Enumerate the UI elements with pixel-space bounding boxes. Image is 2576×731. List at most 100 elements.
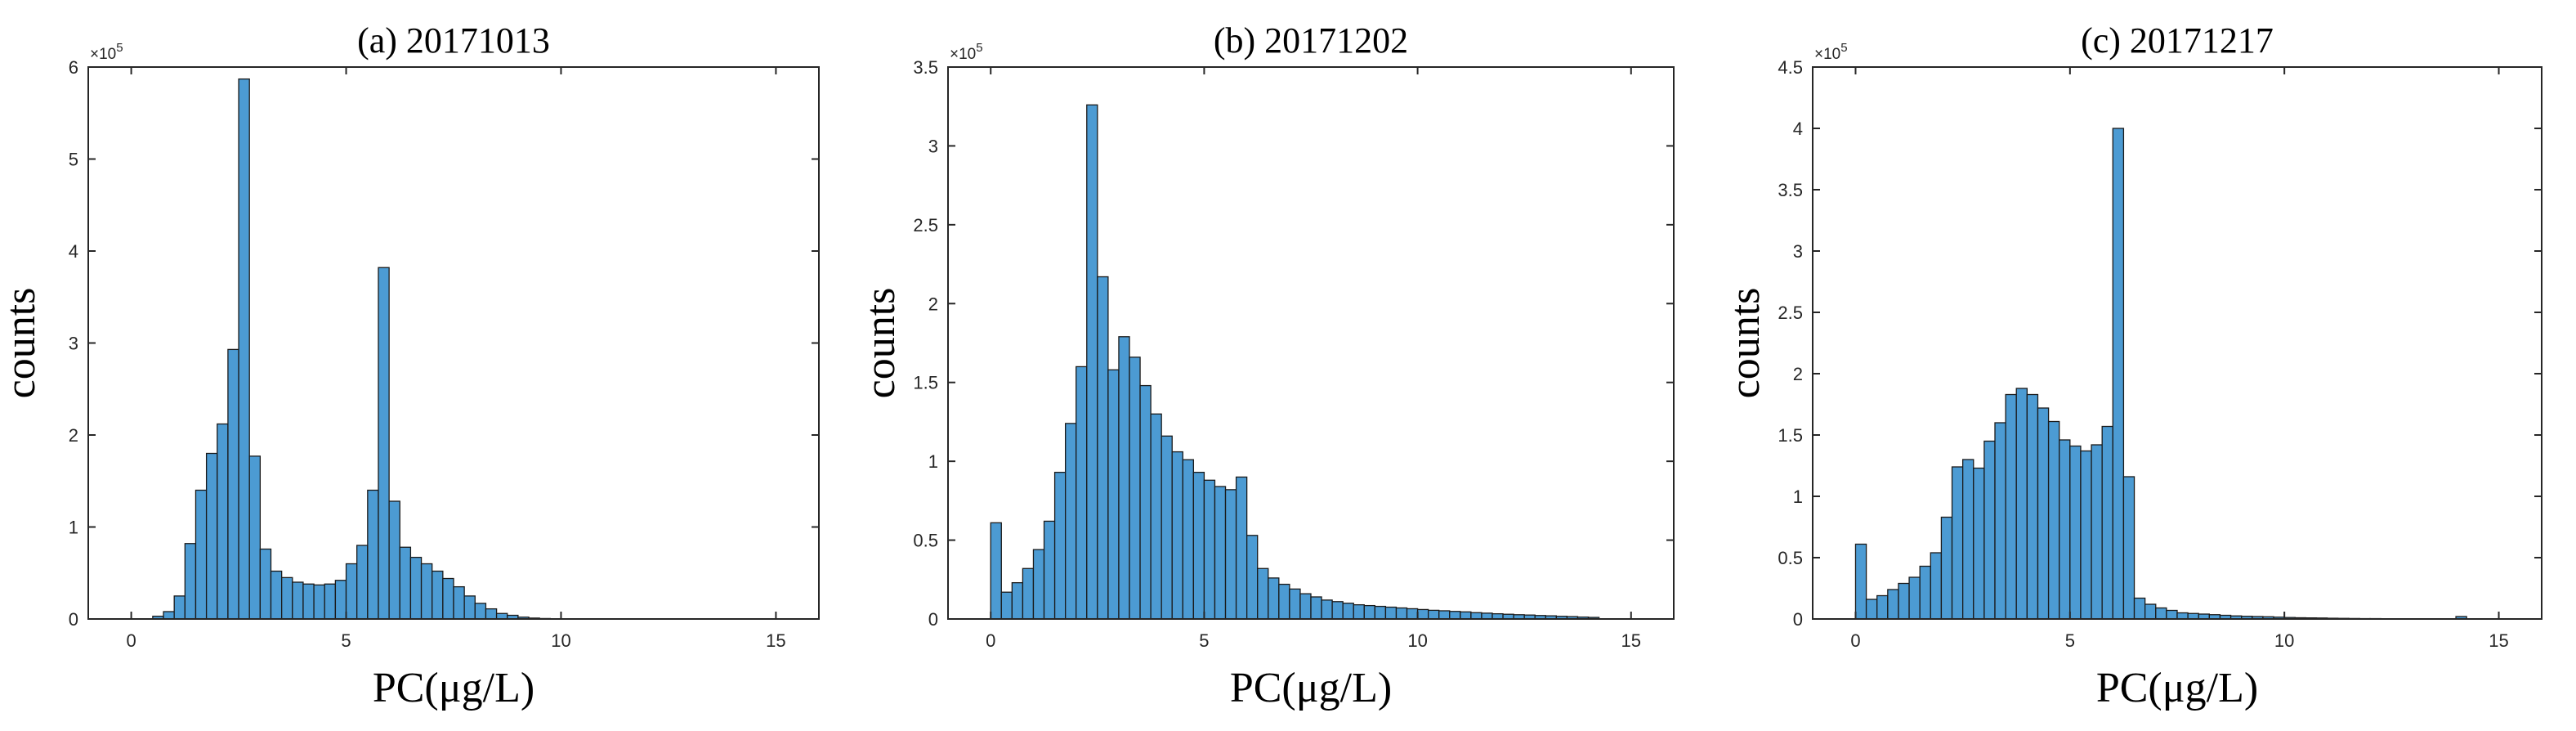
bar-series — [152, 78, 648, 620]
bar-series — [990, 104, 1600, 620]
histogram-bar — [1919, 565, 1931, 620]
histogram-bar — [474, 603, 487, 620]
histogram-bar — [334, 580, 347, 620]
histogram-bar — [1363, 604, 1376, 620]
histogram-bar — [2112, 128, 2125, 620]
x-tick-label: 15 — [2489, 630, 2508, 651]
histogram-bar — [280, 576, 293, 620]
histogram-bar — [2176, 612, 2189, 620]
histogram-bar — [163, 611, 175, 620]
x-tick-label: 0 — [126, 630, 136, 651]
y-tick-label: 0 — [928, 609, 938, 630]
y-tick-label: 1 — [1793, 487, 1803, 507]
histogram-bar — [1032, 549, 1045, 620]
histogram-bar — [1076, 366, 1088, 620]
exponent-power: 5 — [1840, 41, 1847, 55]
histogram-bar — [1374, 605, 1387, 620]
histogram-bar — [1161, 435, 1173, 620]
histogram-bar — [227, 348, 239, 620]
histogram-bar — [1268, 577, 1280, 620]
x-tick-label: 10 — [1407, 630, 1427, 651]
histogram-bar — [1011, 581, 1024, 620]
histogram-bar — [1887, 589, 1899, 620]
histogram-bar — [259, 548, 272, 620]
histogram-bar — [1930, 552, 1943, 620]
histogram-bar — [495, 612, 508, 620]
y-tick-label: 1.5 — [1778, 425, 1803, 446]
histogram-bar — [2144, 603, 2157, 620]
x-tick-label: 10 — [551, 630, 570, 651]
histogram-bar — [1097, 276, 1109, 620]
histogram-bar — [1940, 516, 1953, 620]
histogram-bar — [1865, 599, 1878, 620]
histogram-bar — [1214, 486, 1227, 620]
histogram-bar — [2037, 407, 2050, 620]
x-tick-label: 0 — [986, 630, 995, 651]
histogram-bar — [248, 455, 262, 620]
histogram-bar — [990, 522, 1002, 620]
histogram-bar — [1973, 467, 1985, 620]
histogram-bar — [1310, 596, 1322, 620]
histogram-bar — [399, 546, 412, 620]
x-tick-label: 5 — [1199, 630, 1209, 651]
histogram-bar — [2047, 420, 2060, 620]
histogram-bar — [420, 563, 433, 620]
x-axis-label: PC(μg/L) — [373, 665, 534, 711]
histogram-bar — [205, 452, 218, 620]
chart-title: (c) 20171217 — [2081, 20, 2274, 61]
histogram-bar — [292, 581, 304, 620]
histogram-bar — [2059, 439, 2071, 620]
x-axis-label: PC(μg/L) — [2096, 665, 2258, 711]
chart-title: (a) 20171013 — [357, 20, 550, 61]
histogram-bar — [453, 585, 465, 620]
histogram-bar — [1182, 459, 1195, 620]
histogram-bar — [1353, 603, 1365, 620]
histogram-bar — [1000, 591, 1013, 620]
histogram-bar — [173, 595, 186, 620]
plot-area — [1812, 66, 2542, 620]
x-tick-label: 5 — [2065, 630, 2075, 651]
histogram-bar — [1395, 607, 1408, 620]
histogram-bar — [345, 563, 358, 620]
histogram-bar — [324, 583, 337, 620]
histogram-bar — [1278, 583, 1290, 620]
y-tick-label: 3.5 — [1778, 180, 1803, 200]
x-tick-label: 15 — [766, 630, 785, 651]
exponent-base: ×10 — [1814, 46, 1840, 63]
histogram-bar — [432, 570, 444, 620]
histogram-bar — [1994, 422, 2006, 620]
histogram-bar — [1053, 471, 1067, 620]
histogram-bar — [1150, 413, 1162, 620]
histogram-bar — [302, 583, 315, 620]
y-axis-label: counts — [857, 288, 904, 399]
exponent-base: ×10 — [950, 46, 976, 63]
histogram-bar — [1171, 451, 1183, 620]
histogram-bar — [1961, 459, 1974, 620]
histogram-bar — [313, 584, 325, 620]
y-exponent-label: ×105 — [1814, 41, 1848, 63]
histogram-bar — [1438, 610, 1451, 620]
y-tick-label: 1 — [928, 451, 938, 472]
histogram-bar — [1331, 601, 1344, 620]
y-tick-label: 0.5 — [913, 531, 938, 551]
x-tick-label: 10 — [2274, 630, 2294, 651]
histogram-bar — [195, 489, 208, 620]
x-tick-label: 15 — [1621, 630, 1641, 651]
x-tick-label: 0 — [1850, 630, 1860, 651]
histogram-bar — [270, 570, 283, 620]
y-tick-label: 4.5 — [1778, 57, 1803, 78]
y-tick-label: 0.5 — [1778, 548, 1803, 568]
histogram-bar — [1898, 582, 1910, 620]
y-tick-label: 1 — [69, 518, 78, 538]
y-tick-label: 3 — [1793, 241, 1803, 262]
axes-frame — [1812, 66, 2542, 620]
y-tick-label: 2 — [1793, 364, 1803, 384]
axes-frame — [947, 66, 1675, 620]
histogram-bar — [217, 423, 229, 620]
histogram-bar — [2133, 597, 2146, 620]
histogram-bar — [2155, 607, 2167, 620]
histogram-bar — [1203, 479, 1216, 620]
histogram-bar — [2091, 444, 2103, 620]
